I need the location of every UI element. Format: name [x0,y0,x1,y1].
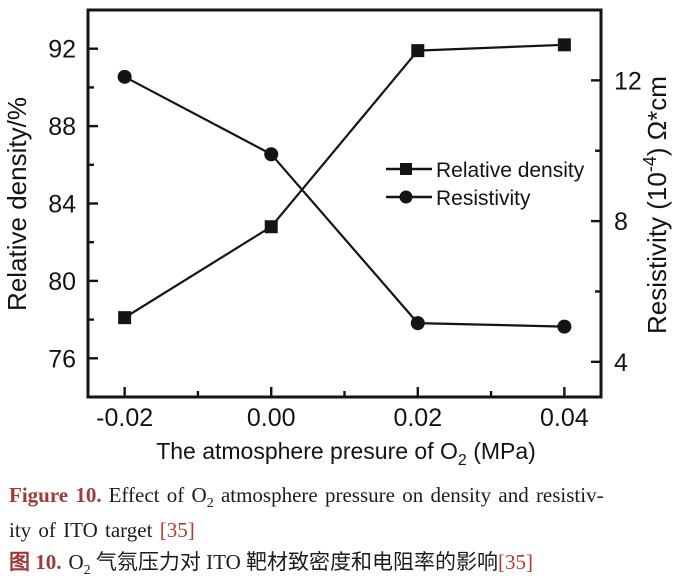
figure-label-zh: 图 10. [9,550,62,575]
x-tick-label: 0.00 [247,404,296,432]
y-right-tick-label: 12 [614,67,642,95]
y-right-axis-label-part: Resistivity (10 [642,172,672,334]
legend-marker-circle [399,190,413,204]
caption-en-text-3: ity of ITO target [9,518,160,543]
data-point-circle [264,147,279,162]
caption-zh-text-2: 气氛压力对 ITO 靶材致密度和电阻率的影响 [90,550,499,575]
y-left-tick-label: 84 [48,191,76,219]
caption-zh-text-1: O [68,550,84,575]
x-axis-label-part: 2 [458,452,467,469]
series-line-square [124,43,565,319]
x-axis-label-part: (MPa) [467,438,536,464]
y-right-tick-label: 8 [614,208,628,236]
series-line-circle [124,75,565,328]
citation-ref-en[interactable]: [35] [159,518,195,543]
caption-en-subscript: 2 [206,496,214,512]
legend-label: Relative density [436,159,585,182]
y-left-axis-label: Relative density/% [2,97,32,311]
y-left-tick-label: 88 [48,113,76,141]
legend-marker-square [400,163,412,175]
y-left-tick-label: 92 [48,36,76,64]
legend-label: Resistivity [436,187,531,210]
x-tick-label: 0.04 [540,404,589,432]
caption-zh-subscript: 2 [83,563,91,579]
data-point-square [411,44,425,58]
y-right-axis-label: Resistivity (10-4) Ω*cm [640,76,672,334]
y-right-axis-label-part: ) Ω*cm [642,76,672,156]
data-point-circle [557,319,572,334]
y-right-tick-label: 4 [614,349,628,377]
citation-ref-zh[interactable]: [35] [498,550,534,575]
data-point-square [264,220,278,234]
data-point-circle [117,69,132,84]
figure-caption: Figure 10. Effect of O2 atmosphere pressu… [9,482,687,586]
data-point-square [118,311,132,325]
x-tick-label: 0.02 [393,404,442,432]
figure-label-en: Figure 10. [9,483,102,507]
caption-chinese: 图 10. O2 气氛压力对 ITO 靶材致密度和电阻率的影响[35] [9,547,687,586]
y-left-tick-label: 80 [48,268,76,296]
caption-en-text-2: atmosphere pressure on density and resis… [213,483,604,507]
x-axis-label: The atmosphere presure of O2 (MPa) [156,438,536,469]
data-point-circle [410,316,425,331]
y-right-axis-label-part: -4 [640,156,660,172]
x-tick-label: -0.02 [96,404,153,432]
caption-english: Figure 10. Effect of O2 atmosphere pressu… [9,482,687,543]
y-left-tick-label: 76 [48,345,76,373]
caption-en-text-1: Effect of O [108,483,207,507]
x-axis-label-part: The atmosphere presure of O [156,438,458,464]
data-point-square [557,38,571,52]
